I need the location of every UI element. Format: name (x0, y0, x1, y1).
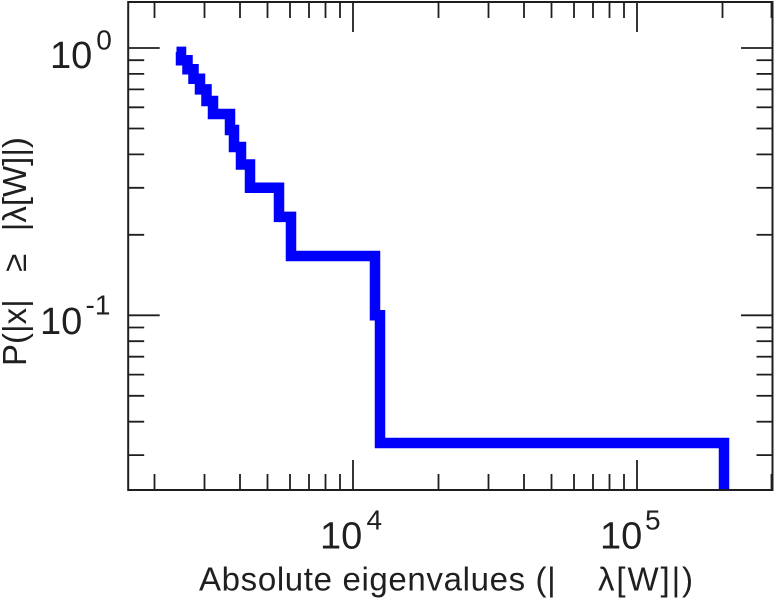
svg-text:5: 5 (645, 505, 661, 536)
svg-text:0: 0 (96, 25, 112, 56)
svg-text:-1: -1 (86, 290, 111, 321)
svg-text:λ[W]|): λ[W]|) (598, 561, 695, 598)
svg-text:Absolute eigenvalues (|: Absolute eigenvalues (| (199, 561, 556, 598)
svg-text:10: 10 (320, 516, 362, 558)
svg-text:10: 10 (40, 301, 82, 343)
svg-text:4: 4 (367, 505, 383, 536)
svg-text:P(|x| ≥ |λ[W]|): P(|x| ≥ |λ[W]|) (0, 137, 33, 366)
svg-text:10: 10 (600, 516, 642, 558)
svg-text:10: 10 (50, 35, 92, 77)
